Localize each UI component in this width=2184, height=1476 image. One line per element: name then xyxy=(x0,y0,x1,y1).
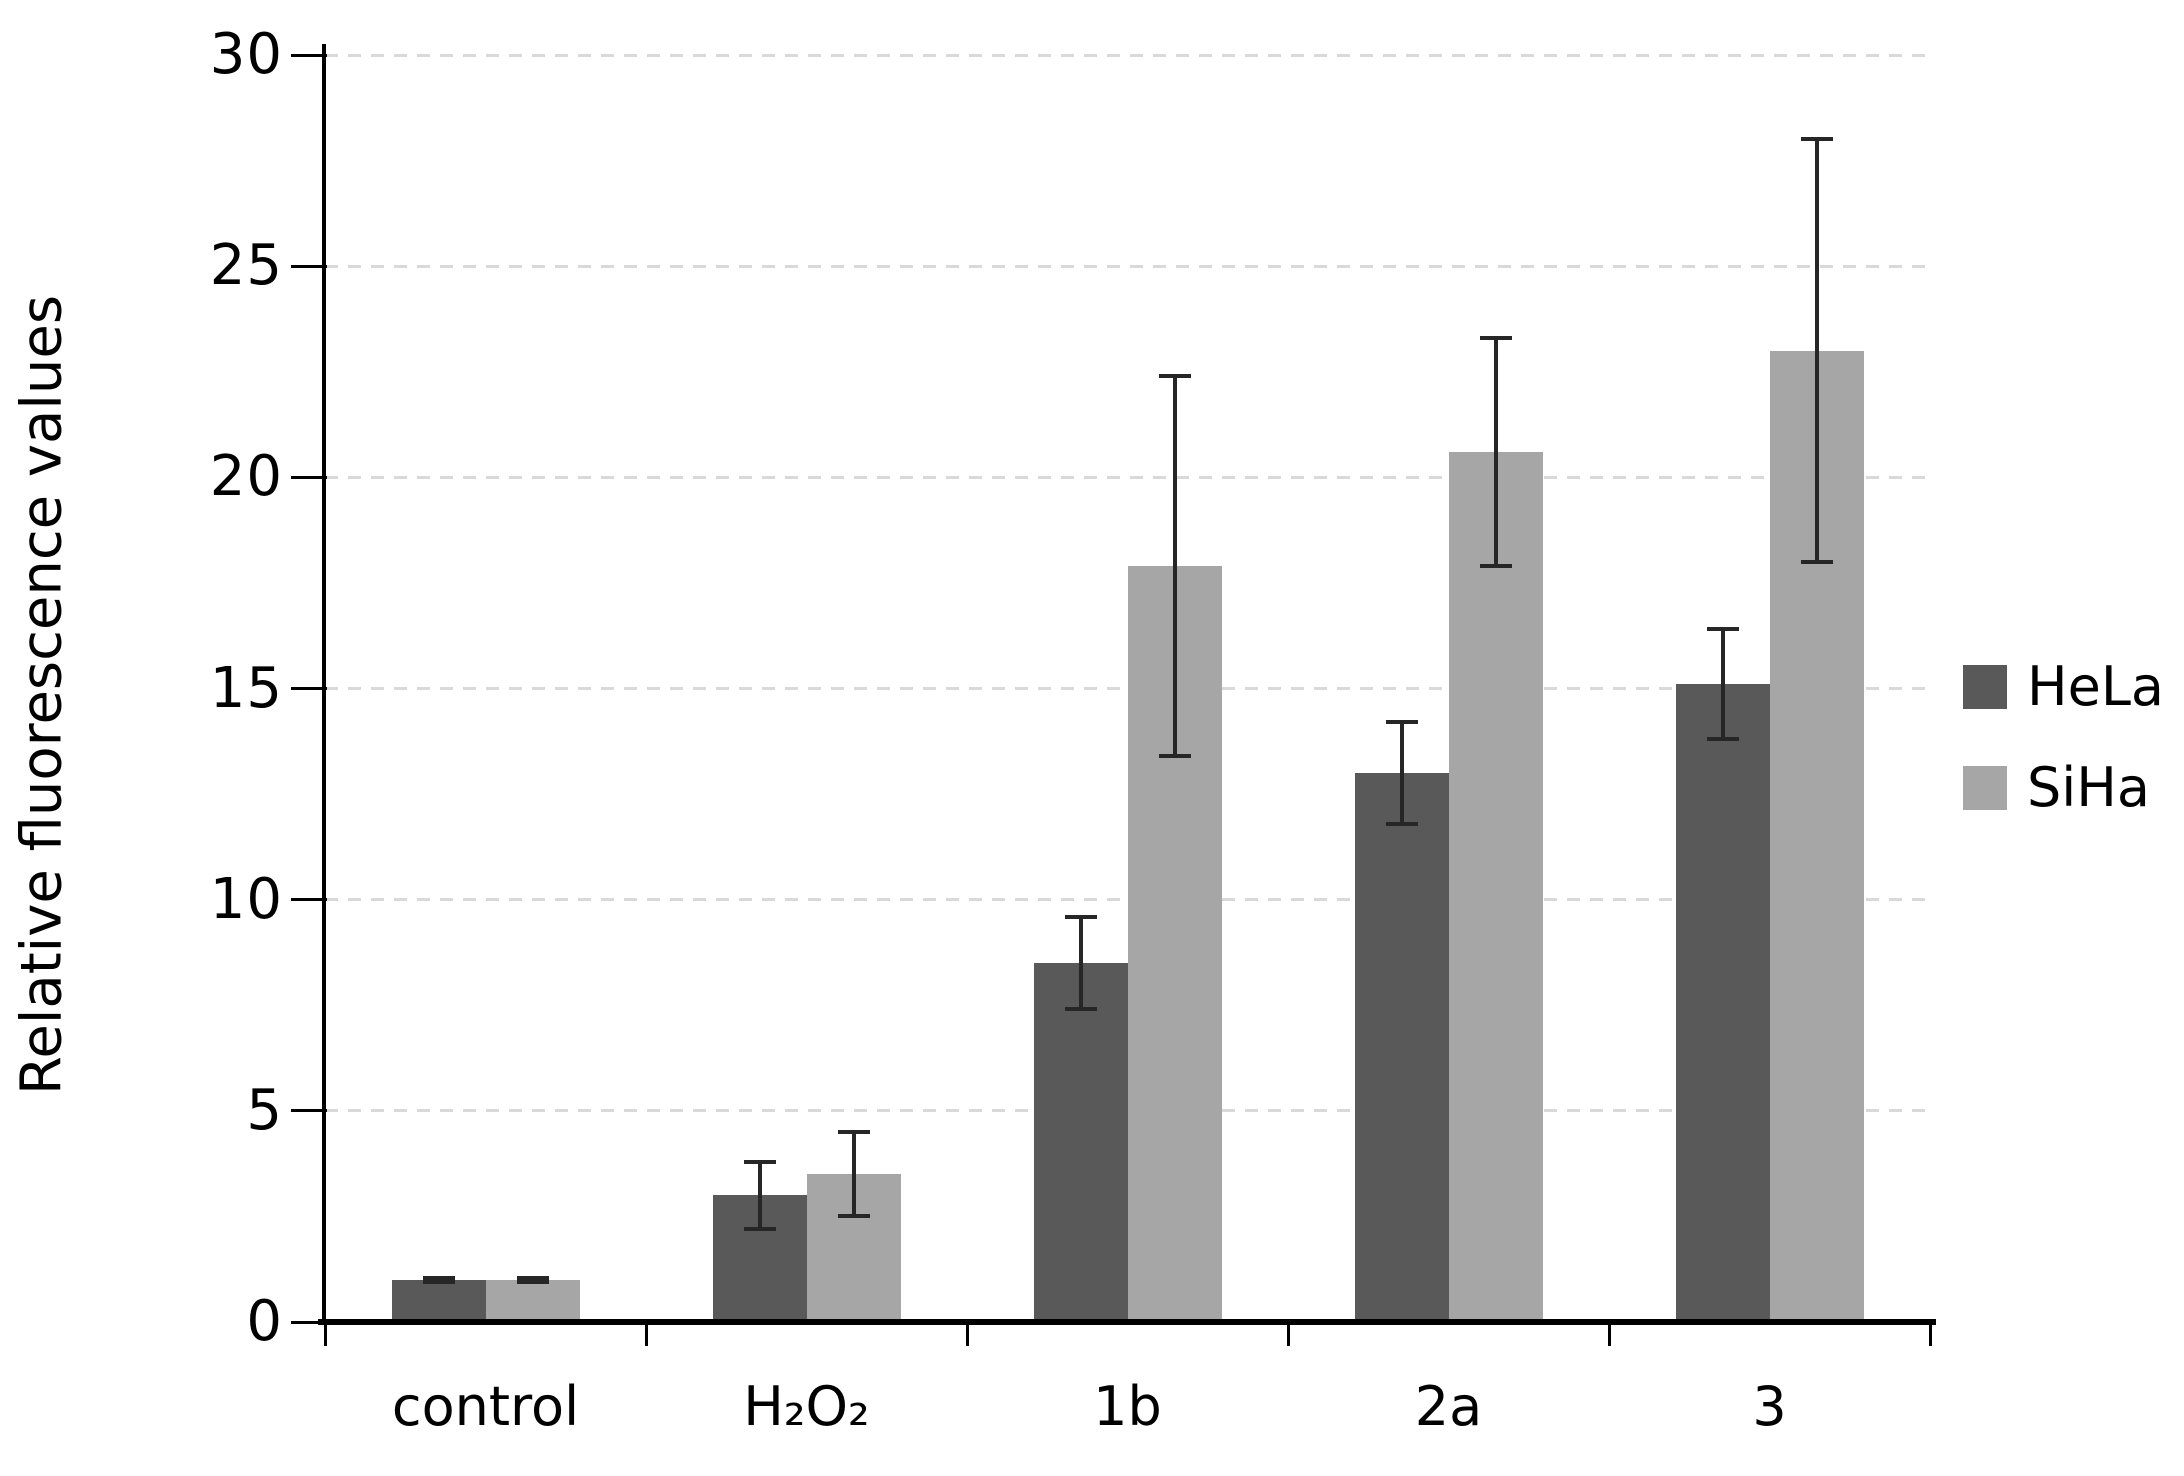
error-cap-bottom-siha-h2o2 xyxy=(837,1214,870,1219)
x-axis-line xyxy=(318,1319,1936,1325)
y-tick-label-20: 20 xyxy=(209,444,283,510)
y-tick-15 xyxy=(291,687,327,690)
bar-hela-3 xyxy=(1675,684,1770,1322)
gridline-y-20 xyxy=(325,475,1930,479)
y-tick-label-5: 5 xyxy=(246,1077,283,1143)
gridline-y-25 xyxy=(325,264,1930,268)
error-cap-top-siha-control xyxy=(516,1275,549,1280)
y-tick-0 xyxy=(291,1320,327,1324)
x-label-1b: 1b xyxy=(1093,1375,1162,1438)
error-cap-top-hela-1b xyxy=(1064,914,1097,919)
error-bar-siha-3 xyxy=(1814,139,1819,562)
error-bar-siha-control xyxy=(530,1277,535,1282)
y-tick-label-25: 25 xyxy=(209,233,283,299)
legend-item-siha: SiHa xyxy=(1963,761,2164,815)
error-bar-hela-control xyxy=(436,1277,441,1282)
bar-siha-2a xyxy=(1448,451,1543,1322)
legend-item-hela: HeLa xyxy=(1963,660,2164,714)
error-bar-hela-h2o2 xyxy=(757,1161,762,1230)
error-bar-siha-h2o2 xyxy=(851,1131,856,1217)
error-cap-bottom-hela-1b xyxy=(1064,1007,1097,1012)
x-tick-2 xyxy=(965,1322,969,1346)
error-cap-bottom-siha-3 xyxy=(1800,559,1833,564)
legend-label-siha: SiHa xyxy=(2027,756,2150,819)
error-cap-bottom-hela-control xyxy=(422,1279,455,1284)
bar-hela-1b xyxy=(1033,963,1128,1322)
error-cap-bottom-siha-control xyxy=(516,1279,549,1284)
y-axis-line xyxy=(322,44,326,1325)
error-cap-bottom-hela-h2o2 xyxy=(743,1227,776,1232)
error-cap-top-hela-control xyxy=(422,1275,455,1280)
y-tick-label-30: 30 xyxy=(209,22,283,87)
error-cap-bottom-siha-1b xyxy=(1158,754,1191,759)
error-cap-top-siha-2a xyxy=(1479,335,1512,340)
bar-siha-control xyxy=(485,1279,580,1322)
error-cap-bottom-hela-2a xyxy=(1385,821,1418,826)
error-cap-bottom-hela-3 xyxy=(1706,737,1739,742)
error-cap-top-siha-3 xyxy=(1800,137,1833,142)
error-cap-top-hela-h2o2 xyxy=(743,1159,776,1164)
y-tick-5 xyxy=(291,1109,327,1113)
x-tick-5 xyxy=(1928,1322,1932,1346)
bar-hela-control xyxy=(391,1279,486,1322)
y-tick-30 xyxy=(291,53,327,57)
error-bar-hela-1b xyxy=(1078,916,1083,1010)
y-tick-25 xyxy=(291,264,327,268)
x-tick-4 xyxy=(1607,1322,1611,1346)
error-bar-hela-2a xyxy=(1399,722,1404,824)
error-bar-siha-1b xyxy=(1172,375,1177,757)
x-label-control: control xyxy=(391,1375,580,1438)
y-tick-10 xyxy=(291,898,327,902)
bar-hela-2a xyxy=(1354,772,1449,1322)
y-tick-label-15: 15 xyxy=(209,655,283,721)
x-tick-0 xyxy=(323,1322,327,1346)
gridline-y-30 xyxy=(325,53,1930,57)
x-label-3: 3 xyxy=(1752,1375,1787,1438)
error-cap-top-hela-2a xyxy=(1385,720,1418,725)
error-cap-top-hela-3 xyxy=(1706,627,1739,632)
y-tick-label-0: 0 xyxy=(246,1289,283,1354)
error-cap-bottom-siha-2a xyxy=(1479,564,1512,569)
x-tick-3 xyxy=(1286,1322,1290,1346)
legend: HeLa SiHa xyxy=(1963,660,2164,815)
legend-label-hela: HeLa xyxy=(2027,655,2165,718)
error-bar-siha-2a xyxy=(1493,337,1498,566)
x-label-2a: 2a xyxy=(1414,1375,1483,1438)
error-bar-hela-3 xyxy=(1720,629,1725,740)
legend-swatch-hela xyxy=(1963,665,2007,709)
error-cap-top-siha-h2o2 xyxy=(837,1129,870,1134)
error-cap-top-siha-1b xyxy=(1158,373,1191,378)
y-tick-20 xyxy=(291,475,327,479)
y-tick-label-10: 10 xyxy=(209,866,283,932)
x-tick-1 xyxy=(644,1322,648,1346)
x-label-h2o2: H₂O₂ xyxy=(743,1375,870,1438)
legend-swatch-siha xyxy=(1963,766,2007,810)
